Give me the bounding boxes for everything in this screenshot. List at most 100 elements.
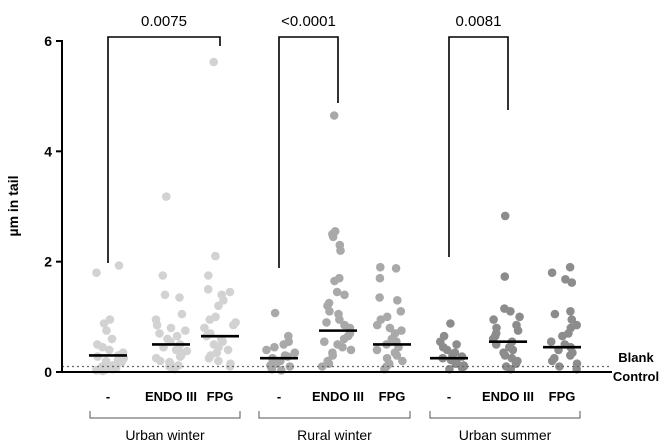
data-point [385,323,395,333]
data-point [181,326,190,335]
data-point [211,251,220,261]
data-point [500,211,510,221]
data-point [158,271,168,280]
data-point [177,309,187,319]
category-label: ENDO III [145,389,197,404]
data-point [328,351,338,360]
data-point [566,351,575,360]
data-point [375,273,385,283]
data-point [561,275,570,284]
blank-control-label-line2: Control [613,369,659,384]
data-point [457,363,467,372]
category-label: - [106,389,110,404]
category-label: FPG [207,389,234,404]
data-point [290,348,300,358]
data-point [511,359,521,369]
data-point [270,342,279,352]
data-point [205,315,215,324]
category-label: FPG [379,389,406,404]
data-point [219,296,228,305]
p-value-label: <0.0001 [281,13,336,30]
data-point [442,345,452,355]
data-point [513,326,523,335]
data-point [204,271,213,280]
data-point [567,315,577,324]
blank-control-label-line1: Blank [618,350,654,365]
data-point [396,307,406,316]
data-point [203,285,213,294]
data-point [393,296,402,305]
data-point [567,278,577,287]
data-point [325,307,334,316]
data-point [262,345,271,355]
data-point [175,352,185,361]
data-point [114,261,124,270]
data-point [204,353,214,363]
significance-bracket [448,36,509,257]
data-point [506,307,515,316]
significance-bracket [107,36,221,263]
y-tick-label-0: 0 [44,364,52,380]
category-label: ENDO III [482,389,534,404]
data-point [279,340,289,349]
group-bracket [258,411,411,419]
data-point [547,356,557,366]
data-point [229,320,238,330]
data-point [566,307,575,316]
y-tick-label-1: 2 [44,254,52,270]
data-point [446,319,455,328]
data-point [340,290,349,300]
group-labels: Urban winter Rural winter Urban summer [89,411,581,443]
data-point [565,262,575,272]
data-point [160,290,170,300]
data-point [558,331,567,341]
data-point [225,362,235,371]
category-label: FPG [549,389,576,404]
data-point [451,359,461,369]
means-layer [89,329,581,360]
data-point [398,356,407,366]
data-point [223,345,233,355]
data-point [489,315,498,324]
data-point [320,337,329,347]
data-point [392,351,402,360]
data-point [277,366,286,375]
data-point [338,342,347,352]
data-point [209,57,218,67]
significance-bracket [278,36,339,268]
data-point [335,315,344,324]
data-point [555,362,564,371]
y-ticks: 0 2 4 6 [44,33,62,380]
group-label: Urban summer [459,427,552,443]
data-point [283,352,293,361]
data-point [346,345,356,355]
data-point [550,309,560,319]
data-point [546,337,556,347]
data-point [98,366,107,376]
p-value-label: 0.0081 [456,13,502,30]
data-point [155,329,164,338]
data-point [98,342,107,352]
group-label: Rural winter [297,427,372,443]
data-point [270,308,280,318]
data-point [328,232,338,242]
data-point [372,345,382,355]
data-point [214,301,223,311]
data-point [329,111,339,120]
category-label: ENDO III [312,389,364,404]
group-bracket [89,411,241,419]
data-point [105,345,114,355]
data-point [200,323,209,333]
data-point [372,320,382,330]
data-point [336,246,345,255]
data-point [391,264,401,273]
data-point [225,287,235,297]
data-point [376,262,385,272]
data-point [322,318,331,327]
data-point [515,312,524,322]
data-point [107,334,117,344]
data-point [452,340,461,349]
data-point [166,323,176,333]
data-point [162,192,171,201]
